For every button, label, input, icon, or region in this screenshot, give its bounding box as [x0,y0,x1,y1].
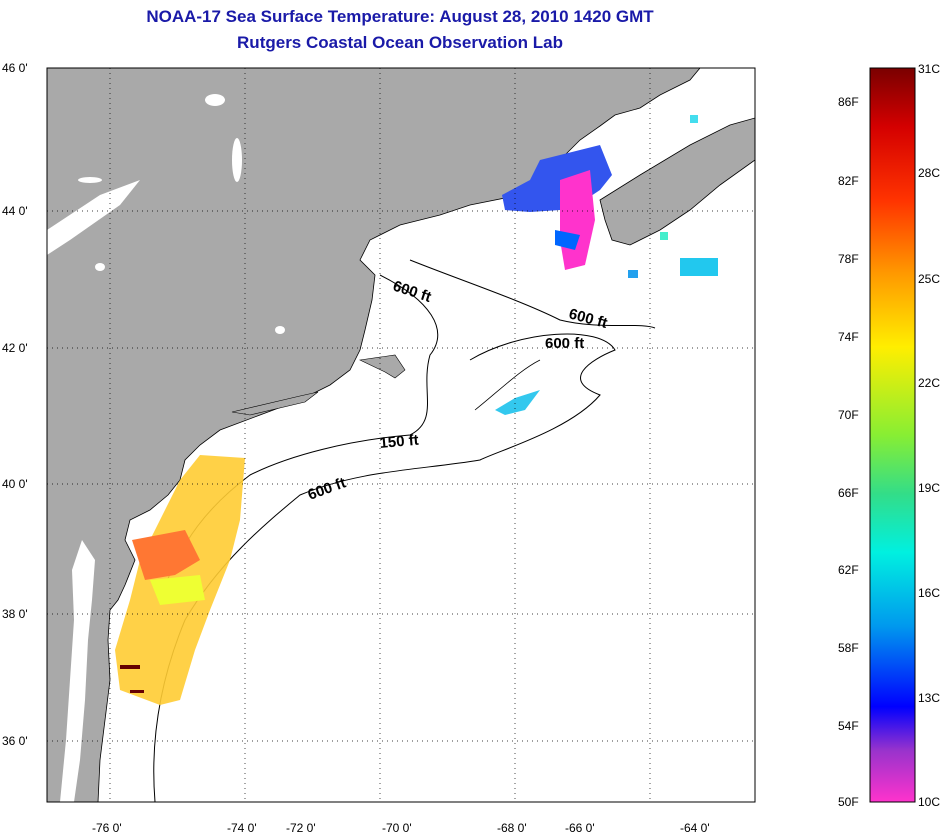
fahrenheit-label: 78F [838,252,859,266]
land-nova-scotia [599,117,755,246]
lon-axis: -76 0' -74 0' -72 0' -70 0' -68 0' -66 0… [92,821,710,835]
fahrenheit-label: 70F [838,408,859,422]
celsius-label: 10C [918,795,940,809]
celsius-label: 25C [918,272,940,286]
lon-tick-label: -70 0' [382,821,412,835]
fahrenheit-label: 62F [838,563,859,577]
celsius-label: 16C [918,586,940,600]
contour-label: 600 ft [545,335,584,352]
celsius-label: 13C [918,691,940,705]
celsius-label: 19C [918,481,940,495]
sst-data-patches [115,115,718,705]
fahrenheit-label: 58F [838,641,859,655]
lon-tick-label: -66 0' [565,821,595,835]
lon-tick-label: -76 0' [92,821,122,835]
lat-tick-label: 40 0' [2,477,28,491]
page-subtitle: Rutgers Coastal Ocean Observation Lab [237,33,563,52]
lat-tick-label: 44 0' [2,204,28,218]
fahrenheit-label: 54F [838,719,859,733]
lon-tick-label: -64 0' [680,821,710,835]
celsius-label: 31C [918,62,940,76]
fahrenheit-label: 50F [838,795,859,809]
celsius-labels: 31C 28C 25C 22C 19C 16C 13C 10C [918,62,940,809]
lat-axis: 46 0' 44 0' 42 0' 40 0' 38 0' 36 0' [2,61,28,748]
fahrenheit-labels: 86F 82F 78F 74F 70F 66F 62F 58F 54F 50F [838,95,859,809]
celsius-label: 22C [918,376,940,390]
lat-tick-label: 36 0' [2,734,28,748]
lat-tick-label: 46 0' [2,61,28,75]
lon-tick-label: -68 0' [497,821,527,835]
contour-label: 150 ft [379,432,420,452]
celsius-label: 28C [918,166,940,180]
land-north-america [47,68,701,802]
lon-tick-label: -74 0' [227,821,257,835]
fahrenheit-label: 86F [838,95,859,109]
page-title: NOAA-17 Sea Surface Temperature: August … [146,7,654,26]
graticule [47,68,755,802]
land-cape-cod [358,354,406,379]
fahrenheit-label: 82F [838,174,859,188]
lon-tick-label: -72 0' [286,821,316,835]
lat-tick-label: 42 0' [2,341,28,355]
fahrenheit-label: 74F [838,330,859,344]
fahrenheit-label: 66F [838,486,859,500]
lat-tick-label: 38 0' [2,607,28,621]
temperature-colorbar: 31C 28C 25C 22C 19C 16C 13C 10C 86F 82F … [838,62,940,809]
land-long-island [231,391,319,416]
